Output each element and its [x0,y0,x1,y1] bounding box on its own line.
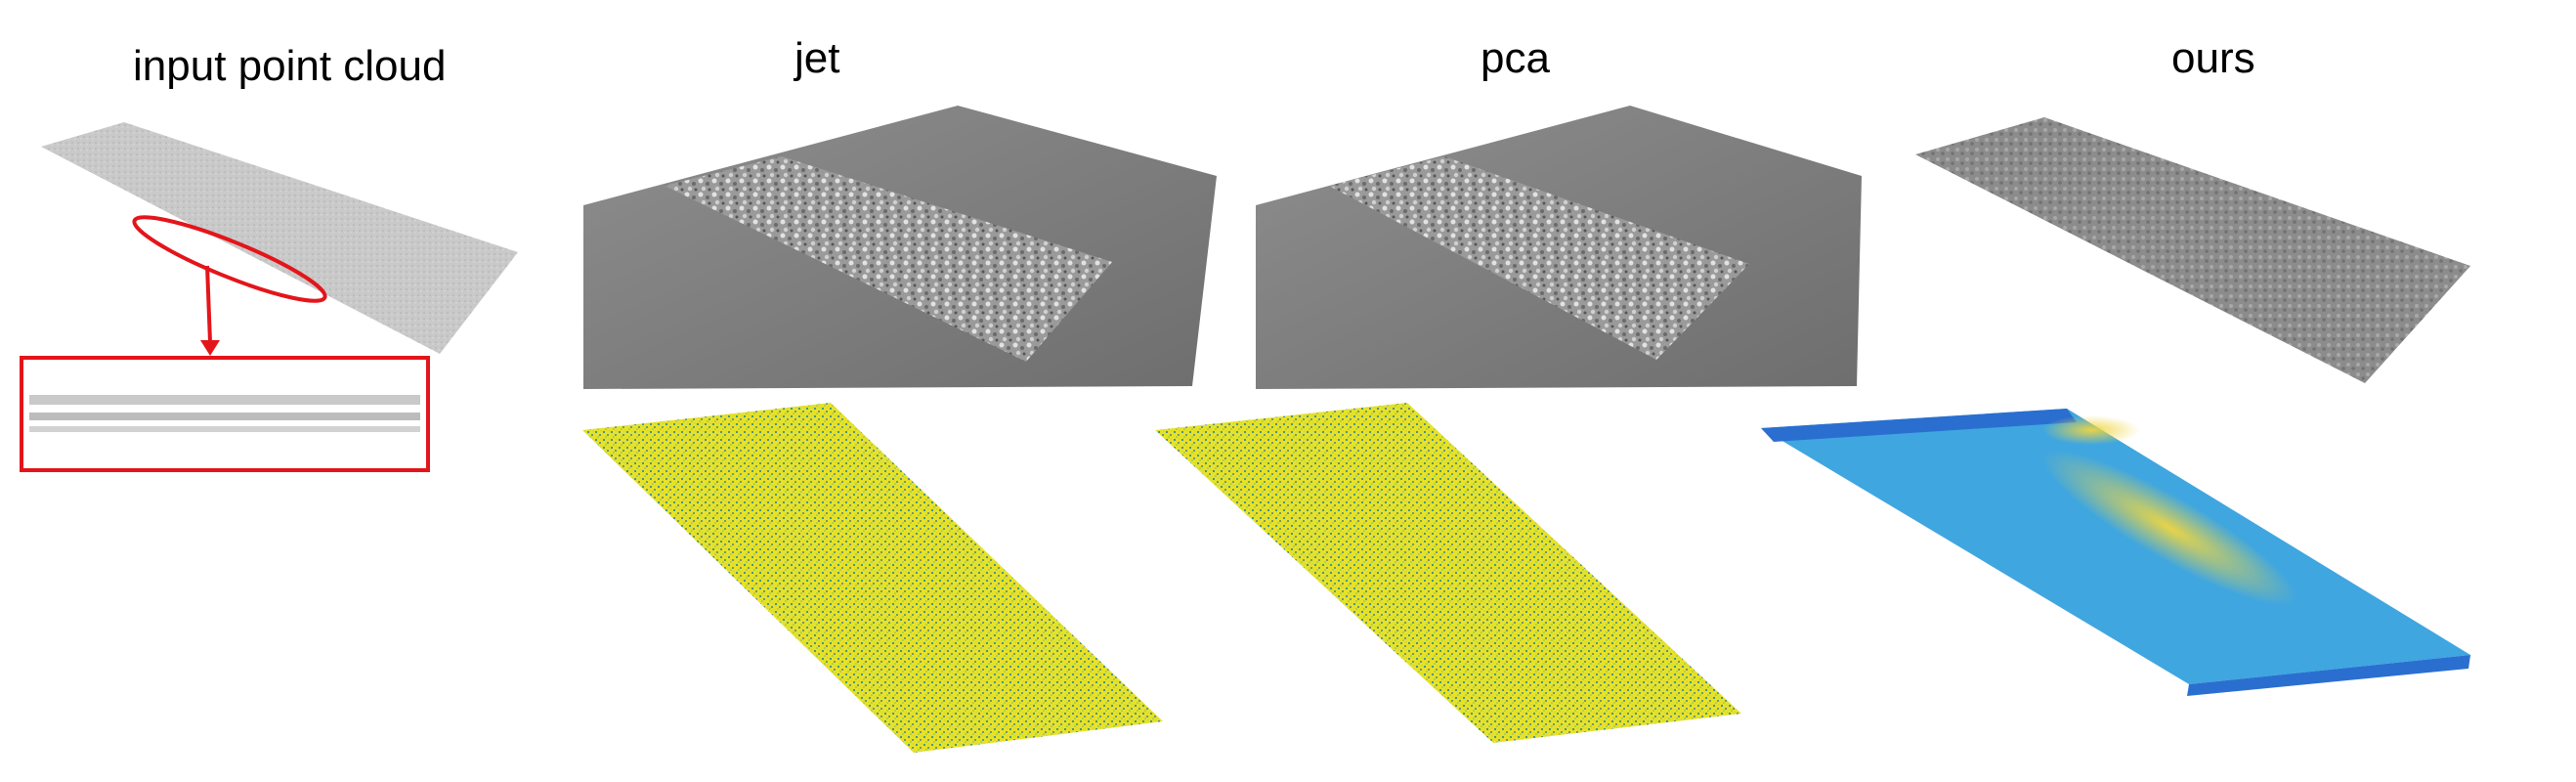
arrow-head-icon [200,340,220,356]
pca-surface-panel [1256,106,1862,389]
ours-error-map [1761,409,2470,696]
zoom-inset-points [29,395,420,432]
jet-surface-panel [583,106,1217,389]
input-point-cloud-label: input point cloud [133,42,447,90]
highlight-arrow [205,265,212,343]
pca-label: pca [1481,34,1550,82]
ours-surface-panel [1915,117,2470,383]
ours-label: ours [2171,34,2255,82]
ours-smooth-surface [1915,117,2470,383]
input-point-cloud [41,122,518,354]
jet-label: jet [794,34,840,82]
highlight-ellipse [132,215,327,303]
pca-noisy-strip [1329,156,1749,360]
input-point-cloud-panel [20,122,518,472]
pca-error-map [1155,403,1741,743]
jet-noisy-strip [665,156,1112,362]
jet-error-map [582,403,1163,753]
